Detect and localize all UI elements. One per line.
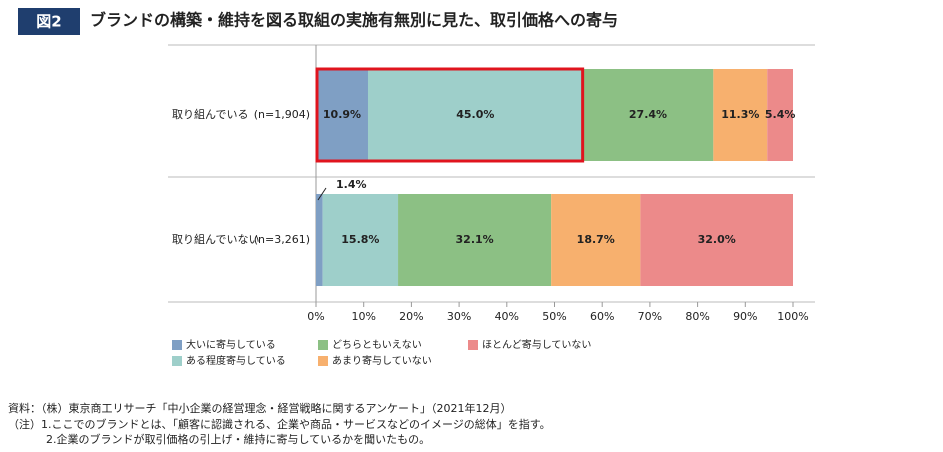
legend-swatch xyxy=(172,340,182,350)
value-label: 32.1% xyxy=(456,233,494,246)
legend-label: あまり寄与していない xyxy=(332,354,432,367)
x-tick-label: 10% xyxy=(351,310,375,323)
note: 資料：（株）東京商工リサーチ「中小企業の経営理念・経営戦略に関するアンケート」（… xyxy=(8,401,512,415)
x-tick-label: 100% xyxy=(777,310,808,323)
x-tick-label: 40% xyxy=(495,310,519,323)
bar-segment xyxy=(551,194,641,286)
value-label: 10.9% xyxy=(323,108,361,121)
x-tick-label: 90% xyxy=(733,310,757,323)
value-label: 11.3% xyxy=(721,108,759,121)
bar-segment xyxy=(713,69,768,161)
legend-label: 大いに寄与している xyxy=(186,338,276,351)
badge-box xyxy=(18,8,80,35)
bar-segment xyxy=(640,194,793,286)
bar-segment xyxy=(316,194,323,286)
x-tick-label: 70% xyxy=(638,310,662,323)
legend-label: ある程度寄与している xyxy=(186,354,286,367)
legend-label: ほとんど寄与していない xyxy=(482,338,591,351)
value-label: 15.8% xyxy=(341,233,379,246)
leader-line xyxy=(317,187,327,201)
bar-segment xyxy=(767,69,793,161)
x-tick-label: 50% xyxy=(542,310,566,323)
highlight-box xyxy=(315,67,585,163)
x-tick-label: 60% xyxy=(590,310,614,323)
note: 2.企業のブランドが取引価格の引上げ・維持に寄与しているかを聞いたもの。 xyxy=(46,432,430,446)
value-label: 18.7% xyxy=(577,233,615,246)
bar-segment xyxy=(367,69,583,161)
sample-size: (n=1,904) xyxy=(254,108,310,121)
value-label: 5.4% xyxy=(765,108,796,121)
legend-label: どちらともいえない xyxy=(332,339,422,351)
legend-swatch xyxy=(468,340,478,350)
x-tick-label: 30% xyxy=(447,310,471,323)
x-tick-label: 0% xyxy=(307,310,324,323)
legend-swatch xyxy=(318,340,328,350)
value-label: 27.4% xyxy=(629,108,667,121)
x-tick-label: 20% xyxy=(399,310,423,323)
bar-segment xyxy=(322,194,399,286)
category-label: 取り組んでいない xyxy=(172,233,259,246)
value-label: 1.4% xyxy=(336,178,367,191)
value-label: 45.0% xyxy=(456,108,494,121)
legend-swatch xyxy=(172,356,182,366)
bar-segment xyxy=(316,69,368,161)
sample-size: (n=3,261) xyxy=(254,233,310,246)
note: （注）1.ここでのブランドとは、「顧客に認識される、企業や商品・サービスなどのイ… xyxy=(8,417,551,431)
chart-title: ブランドの構築・維持を図る取組の実施有無別に見た、取引価格への寄与 xyxy=(90,11,618,30)
bar-segment xyxy=(398,194,552,286)
badge: 図2 xyxy=(36,13,61,31)
category-label: 取り組んでいる xyxy=(172,108,248,121)
bar-segment xyxy=(582,69,714,161)
legend-swatch xyxy=(318,356,328,366)
value-label: 32.0% xyxy=(698,233,736,246)
x-tick-label: 80% xyxy=(685,310,709,323)
